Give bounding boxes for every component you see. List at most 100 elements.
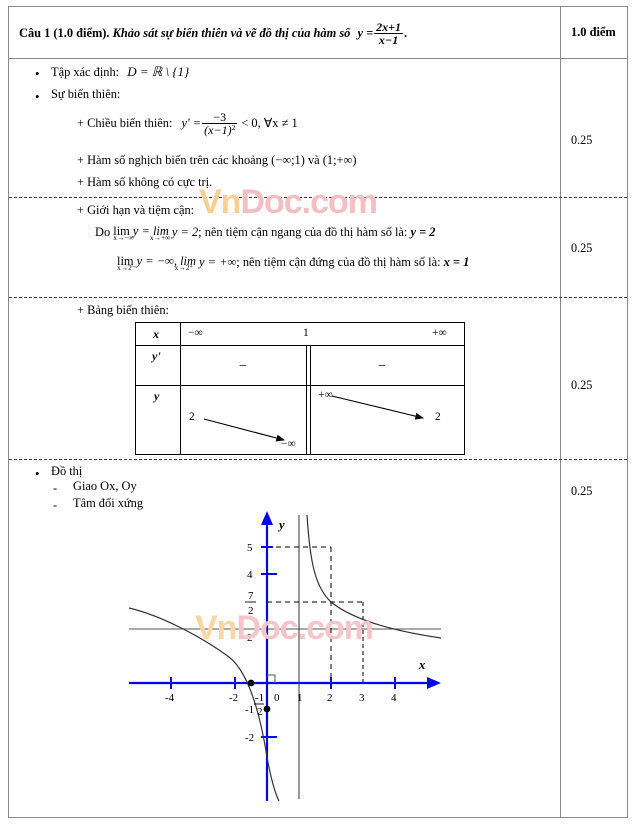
function-numerator: 2x+1 xyxy=(376,19,402,34)
variation-table-arrows xyxy=(203,395,425,442)
y-tick-label-7-over-2-num: 7 xyxy=(248,590,254,602)
intercept-oy-point xyxy=(263,705,271,713)
limit-word-1: lim xyxy=(113,224,130,238)
graph-dash-1: - xyxy=(53,481,58,495)
points-row-4: 0.25 xyxy=(571,484,593,498)
limit-word-4: y = −∞, lim xyxy=(136,254,196,268)
origin-right-angle-mark xyxy=(267,674,276,683)
y-axis-label: y xyxy=(277,518,285,532)
variation-table-sign-1: − xyxy=(239,359,247,374)
derivative-den-exponent: 2 xyxy=(231,123,236,133)
limit-sub-4: x→2⁺ xyxy=(174,263,194,272)
y-tick-label-2: 2 xyxy=(247,632,253,644)
bullet-variation: • xyxy=(35,89,40,104)
derivative-numerator: −3 xyxy=(213,109,227,124)
derivative-line: + Chiều biến thiên: y' = −3 (x−1)2 < 0, ∀x … xyxy=(77,109,298,138)
domain-label: Tập xác định: xyxy=(51,65,120,79)
x-tick-label--2: -2 xyxy=(229,692,238,704)
limit-word-2: y = lim xyxy=(132,224,169,238)
y-tick-label-5: 5 xyxy=(247,542,253,554)
x-tick-label--4: -4 xyxy=(165,692,175,704)
y-tick-label-4: 4 xyxy=(247,569,253,581)
answer-sheet: Câu 1 (1.0 điểm). Khảo sát sự biến thiên… xyxy=(8,6,628,818)
x-tick-label-1: 1 xyxy=(297,692,303,704)
question-number: Câu 1 (1.0 điểm). xyxy=(19,25,110,40)
variation-table-x-label: x xyxy=(153,327,159,341)
derivative-fraction: −3 (x−1)2 xyxy=(202,109,238,138)
question-title: Câu 1 (1.0 điểm). Khảo sát sự biến thiên… xyxy=(19,19,408,47)
graph-item-2: Tâm đối xứng xyxy=(73,496,144,510)
x-axis-label: x xyxy=(418,658,425,672)
row-divider-2 xyxy=(9,297,627,298)
variation-table-bar-b xyxy=(310,345,311,454)
origin-label: 0 xyxy=(274,692,280,704)
x-tick-label-4: 4 xyxy=(391,692,397,704)
watermark-top-part2: Doc.com xyxy=(240,183,378,221)
function-denominator: x−1 xyxy=(374,33,404,47)
function-fraction: 2x+1 x−1 xyxy=(374,19,404,47)
variation-table-branch2-start: +∞ xyxy=(318,389,333,401)
limits-heading: + Giới hạn và tiệm cận: xyxy=(77,203,195,217)
limit-word-3: lim xyxy=(117,254,134,268)
graph-dash-2: - xyxy=(53,498,58,512)
limit-prefix: Do xyxy=(95,225,111,239)
derivative-label: + Chiều biến thiên: xyxy=(77,116,173,131)
row-divider-1 xyxy=(9,197,627,198)
x-axis-arrow xyxy=(427,677,441,689)
curve-right-branch xyxy=(306,514,442,639)
variation-table-y-label: y xyxy=(154,389,160,403)
variation-table-sign-2: − xyxy=(378,359,386,374)
monotone-line: + Hàm số nghịch biến trên các khoảng (−∞… xyxy=(77,153,357,167)
domain-value: D = ℝ \ {1} xyxy=(127,64,190,79)
y-tick-label--1: -1 xyxy=(245,704,254,716)
y-tick-label--2: -2 xyxy=(245,732,254,744)
variation-table-hline-2 xyxy=(136,385,464,386)
limit-sub-2: x→+∞ xyxy=(149,233,171,242)
graph-item-1: Giao Ox, Oy xyxy=(73,479,137,493)
variation-table-bar-a xyxy=(306,345,307,454)
variation-heading: Sự biến thiên: xyxy=(51,87,121,101)
extrema-line: + Hàm số không có cực trị. xyxy=(77,175,213,189)
question-header: Câu 1 (1.0 điểm). Khảo sát sự biến thiên… xyxy=(9,7,560,58)
variation-table-branch2-end: 2 xyxy=(435,411,441,423)
derivative-den-base: (x−1) xyxy=(204,123,232,138)
function-period: . xyxy=(404,25,408,40)
watermark-top: VnDoc.com xyxy=(199,183,378,222)
question-statement: Khảo sát sự biến thiên và vẽ đồ thị của … xyxy=(112,25,351,40)
x-tick-label-3: 3 xyxy=(359,692,365,704)
points-row-1: 0.25 xyxy=(571,133,593,147)
variation-table-hline-1 xyxy=(136,345,464,346)
curve-left-branch xyxy=(129,607,280,802)
bullet-domain: • xyxy=(35,66,40,81)
domain-line: Tập xác định: D = ℝ \ {1} xyxy=(51,64,189,80)
limit-tail-2: y = +∞ xyxy=(199,255,237,269)
limit-tail-1: y = 2 xyxy=(171,225,199,239)
derivative-lhs: y' = xyxy=(181,116,202,131)
points-header: 1.0 điểm xyxy=(571,25,616,39)
bullet-graph: • xyxy=(35,466,40,481)
limit-op-2: y = lim x→+∞ xyxy=(132,224,171,242)
variation-table-label-divider xyxy=(180,323,181,454)
limit-text-2: ; nên tiệm cận đứng của đồ thị hàm số là… xyxy=(236,255,441,269)
function-lhs: y = xyxy=(357,25,374,40)
variation-table-x-neg-inf: −∞ xyxy=(188,327,203,339)
arrow-branch-2 xyxy=(331,395,425,420)
points-row-3: 0.25 xyxy=(571,378,593,392)
variation-table: x −∞ 1 +∞ y' − − y 2 −∞ +∞ 2 xyxy=(135,322,465,455)
variation-table-branch1-start: 2 xyxy=(189,411,195,423)
graph-heading: Đồ thị xyxy=(51,464,83,478)
function-plot: x y -4 -2 -1 2 0 1 2 3 4 5 4 7 2 2 -1 -2 xyxy=(129,511,442,802)
horizontal-asymptote-result: y = 2 xyxy=(410,225,436,239)
header-rule xyxy=(9,58,627,59)
vertical-asymptote-result: x = 1 xyxy=(443,255,470,269)
y-tick-label-7-over-2-den: 2 xyxy=(248,605,254,617)
limit-horizontal-line: Do lim x→−∞ y = lim x→+∞ y = 2; nên tiệm c… xyxy=(95,224,436,242)
y-axis-arrow xyxy=(261,511,273,525)
limit-sub-3: x→2⁻ xyxy=(117,263,136,272)
x-tick-label--half-denominator: 2 xyxy=(257,706,263,718)
x-tick-label-2: 2 xyxy=(327,692,333,704)
arrow-branch-1 xyxy=(203,418,286,442)
x-tick-label--1: -1 xyxy=(255,692,264,704)
derivative-condition: < 0, ∀x ≠ 1 xyxy=(241,116,298,131)
points-row-2: 0.25 xyxy=(571,241,593,255)
